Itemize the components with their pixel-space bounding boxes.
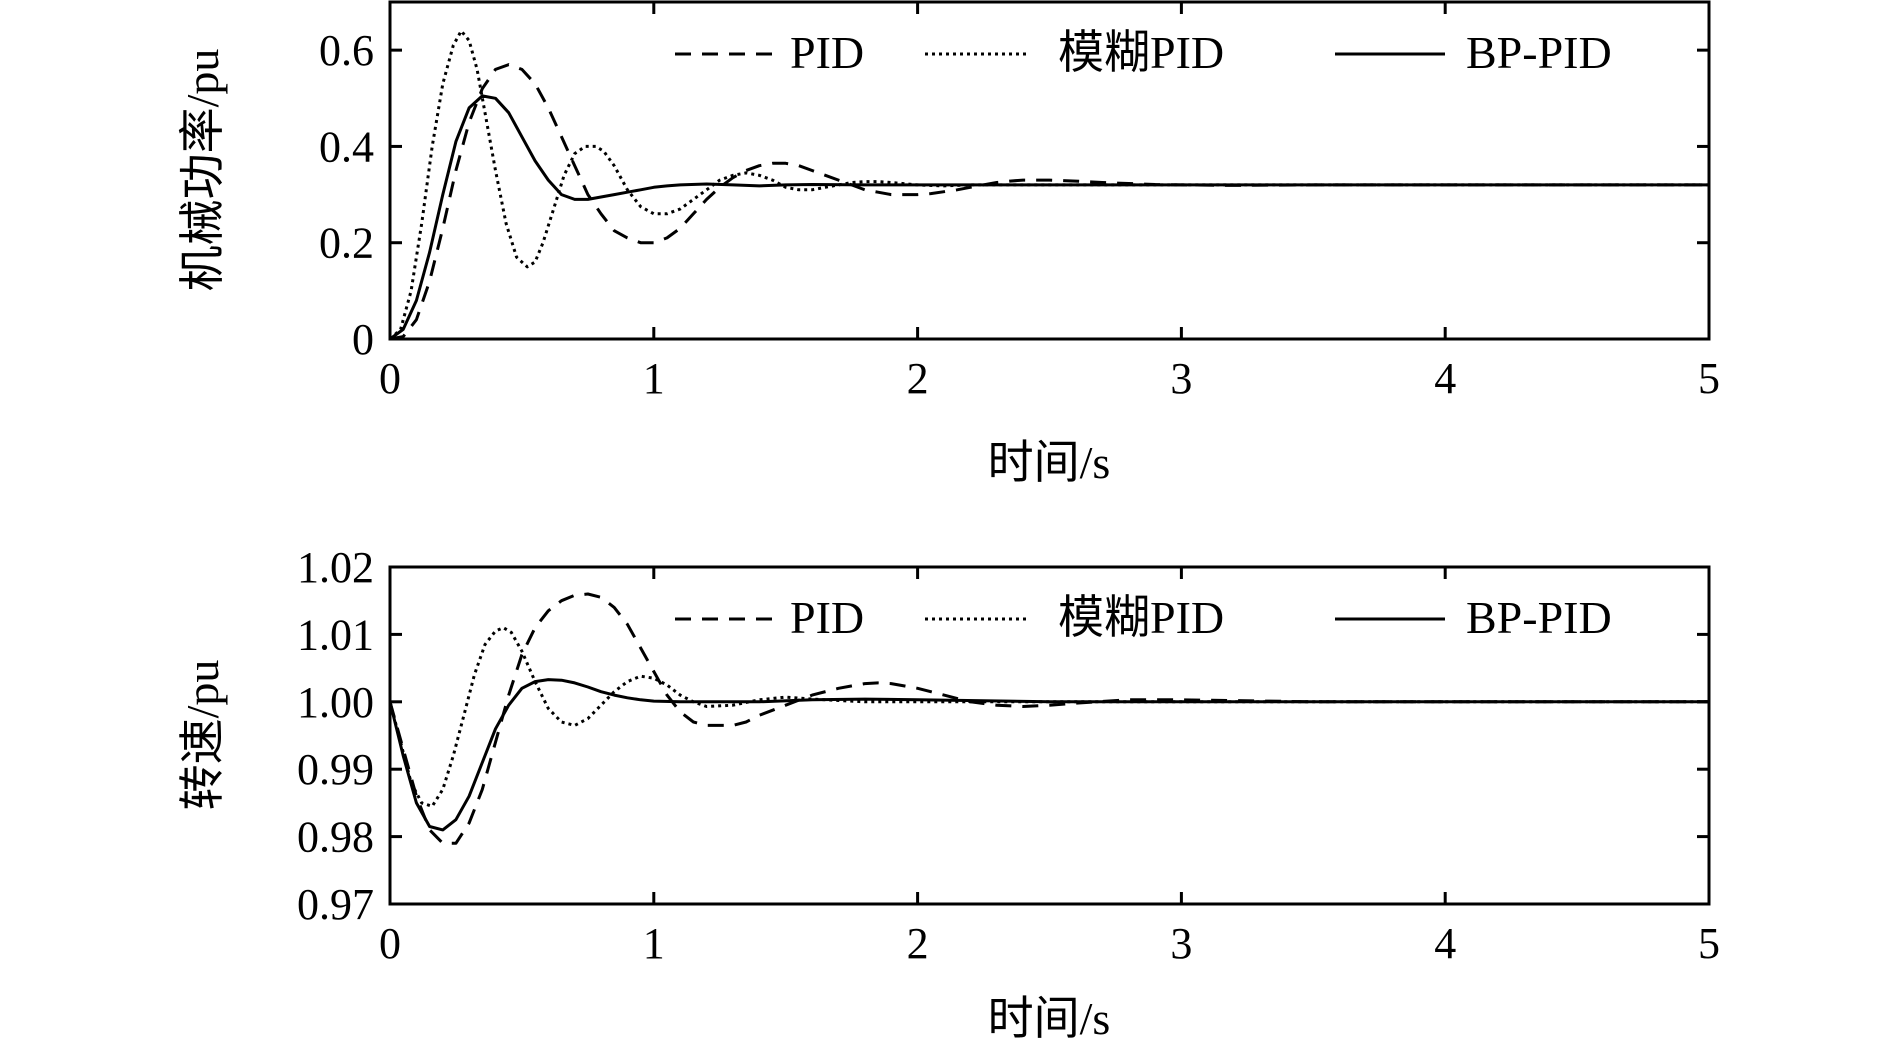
power-series-solid [389, 94, 1709, 341]
speed-x-tick-label: 4 [1434, 919, 1456, 968]
power-x-tick-label: 1 [643, 354, 665, 403]
speed-ticks: 0 1 2 3 4 5 0.97 0.98 0.99 1.00 1.01 1.02 [297, 543, 1720, 968]
power-ticks: 0 1 2 3 4 5 0 0.2 0.4 0.6 [319, 2, 1720, 403]
power-series-dotted [388, 29, 1709, 341]
power-series-dashed [389, 63, 1709, 341]
chart-speed: 0 1 2 3 4 5 0.97 0.98 0.99 1.00 1.01 1.02 PID 模糊PID B… [177, 543, 1720, 1044]
power-x-tick-label: 2 [907, 354, 929, 403]
power-x-tick-label: 4 [1434, 354, 1456, 403]
speed-y-tick-label: 0.98 [297, 813, 374, 862]
power-x-tick-label: 3 [1170, 354, 1192, 403]
power-y-tick-label: 0 [352, 315, 374, 364]
speed-x-tick-label: 5 [1698, 919, 1720, 968]
speed-x-tick-label: 3 [1170, 919, 1192, 968]
power-y-axis-title: 机械功率/pu [177, 49, 228, 292]
power-legend-label-dotted: 模糊PID [1058, 27, 1224, 78]
power-x-tick-label: 0 [379, 354, 401, 403]
speed-legend-label-dotted: 模糊PID [1058, 592, 1224, 643]
speed-series-layer [388, 592, 1709, 845]
speed-x-tick-label: 1 [643, 919, 665, 968]
power-legend: PID 模糊PID BP-PID [675, 27, 1612, 78]
speed-x-tick-label: 2 [907, 919, 929, 968]
speed-plot-frame [388, 565, 1711, 906]
power-x-axis-title: 时间/s [988, 437, 1111, 488]
speed-legend-label-dashed: PID [790, 592, 864, 643]
power-y-tick-label: 0.4 [319, 122, 374, 171]
chart-power: 0 1 2 3 4 5 0 0.2 0.4 0.6 PID 模糊PID BP-PID 时间/s 机械功… [177, 0, 1720, 488]
speed-y-tick-label: 1.00 [297, 678, 374, 727]
speed-series-dashed [388, 592, 1709, 845]
power-y-tick-label: 0.2 [319, 219, 374, 268]
power-x-tick-label: 5 [1698, 354, 1720, 403]
speed-series-dotted [388, 626, 1709, 808]
power-series-layer [388, 29, 1709, 341]
speed-series-solid [388, 678, 1709, 832]
power-plot-frame [388, 0, 1711, 341]
speed-y-tick-label: 0.99 [297, 745, 374, 794]
speed-legend-label-solid: BP-PID [1466, 592, 1612, 643]
speed-x-tick-label: 0 [379, 919, 401, 968]
speed-y-tick-label: 0.97 [297, 880, 374, 929]
speed-y-tick-label: 1.01 [297, 610, 374, 659]
power-y-tick-label: 0.6 [319, 26, 374, 75]
speed-legend: PID 模糊PID BP-PID [675, 592, 1612, 643]
power-legend-label-solid: BP-PID [1466, 27, 1612, 78]
speed-x-axis-title: 时间/s [988, 993, 1111, 1044]
speed-y-axis-title: 转速/pu [177, 660, 228, 811]
speed-y-tick-label: 1.02 [297, 543, 374, 592]
power-legend-label-dashed: PID [790, 27, 864, 78]
